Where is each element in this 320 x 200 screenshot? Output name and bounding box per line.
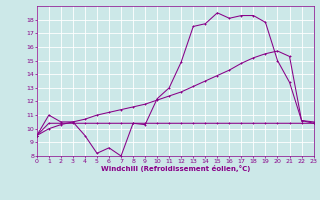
X-axis label: Windchill (Refroidissement éolien,°C): Windchill (Refroidissement éolien,°C)	[100, 165, 250, 172]
